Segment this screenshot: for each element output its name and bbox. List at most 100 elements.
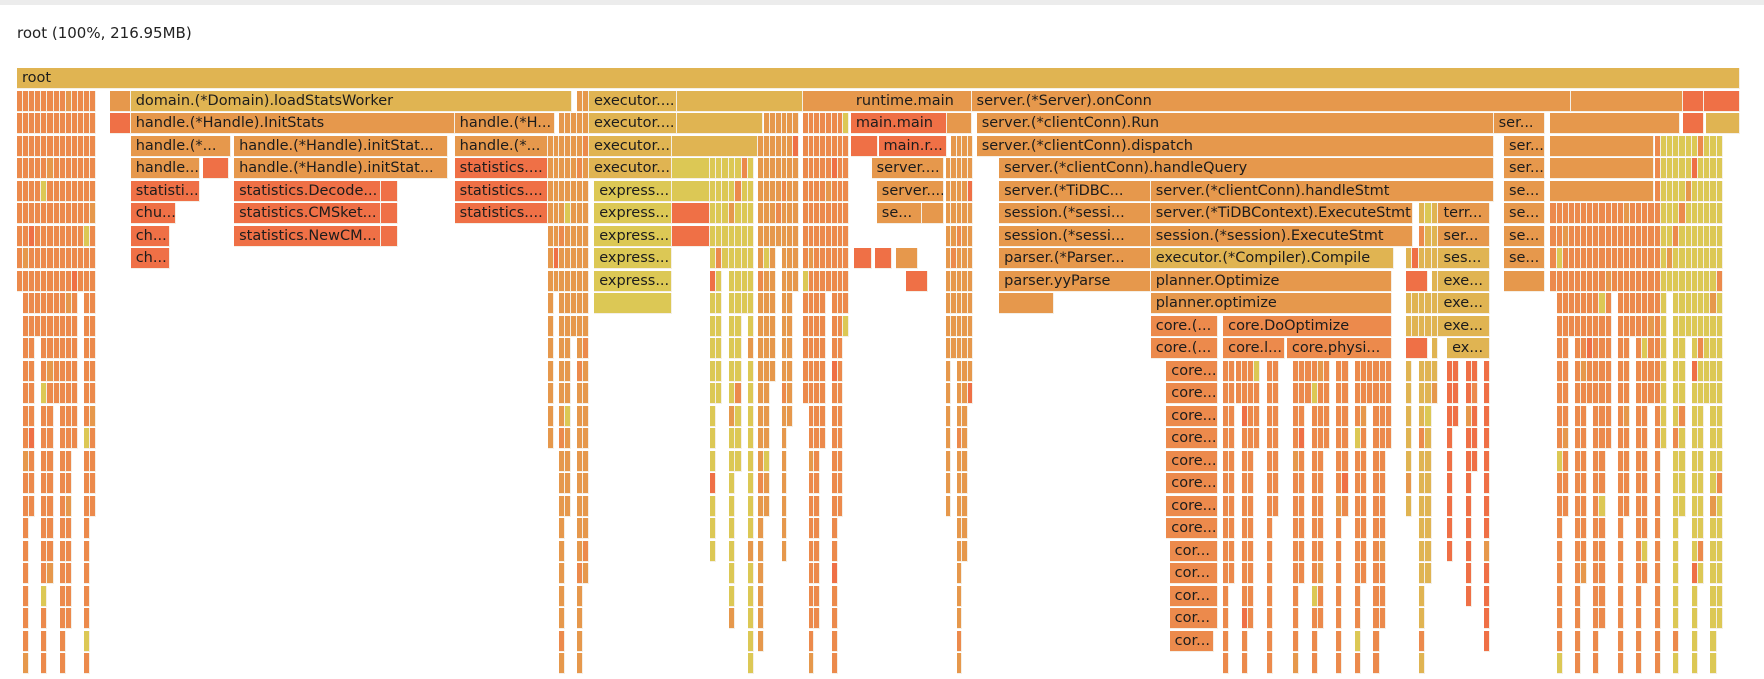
flame-frame-narrow[interactable]: [35, 270, 42, 292]
flame-frame-narrow[interactable]: [1605, 315, 1612, 337]
flame-frame-narrow[interactable]: [1581, 473, 1588, 494]
flame-frame-narrow[interactable]: [23, 540, 30, 562]
flame-frame-narrow[interactable]: [23, 113, 30, 134]
flame-frame[interactable]: session.(*sessi...: [999, 225, 1151, 247]
flame-frame-narrow[interactable]: [843, 293, 850, 314]
flame-frame-narrow[interactable]: [1223, 473, 1230, 494]
flame-frame-narrow[interactable]: [547, 270, 554, 292]
flame-frame-narrow[interactable]: [1361, 473, 1368, 494]
flame-frame-narrow[interactable]: [1617, 495, 1624, 517]
flame-frame[interactable]: se...: [1503, 203, 1546, 224]
flame-frame-narrow[interactable]: [1425, 563, 1432, 584]
flame-frame-narrow[interactable]: [65, 315, 72, 337]
flame-frame-narrow[interactable]: [1704, 338, 1711, 359]
flame-frame[interactable]: cor...: [1169, 540, 1218, 562]
flame-frame-narrow[interactable]: [1673, 563, 1680, 584]
flame-frame-narrow[interactable]: [41, 203, 48, 224]
flame-frame-narrow[interactable]: [1254, 405, 1261, 427]
flame-frame-narrow[interactable]: [775, 158, 782, 179]
flame-frame-narrow[interactable]: [728, 495, 736, 517]
flame-frame-narrow[interactable]: [1617, 653, 1624, 674]
flame-frame-narrow[interactable]: [728, 293, 736, 314]
flame-frame-narrow[interactable]: [29, 135, 36, 157]
flame-frame-narrow[interactable]: [1654, 203, 1661, 224]
flame-frame-narrow[interactable]: [1471, 428, 1478, 449]
flame-frame-narrow[interactable]: [71, 315, 78, 337]
flame-frame-narrow[interactable]: [71, 135, 78, 157]
flame-frame-narrow[interactable]: [1223, 428, 1230, 449]
flame-frame-narrow[interactable]: [1623, 315, 1631, 337]
flame-frame[interactable]: cor...: [1169, 585, 1218, 607]
flame-frame-narrow[interactable]: [1311, 608, 1318, 629]
flame-frame-narrow[interactable]: [1599, 518, 1606, 539]
flame-frame-narrow[interactable]: [1336, 428, 1343, 449]
flame-frame-narrow[interactable]: [1568, 293, 1575, 314]
flame-frame-narrow[interactable]: [814, 180, 821, 202]
flame-frame-narrow[interactable]: [814, 315, 821, 337]
flame-frame-narrow[interactable]: [837, 225, 844, 247]
flame-frame-narrow[interactable]: [814, 518, 821, 539]
flame-frame-narrow[interactable]: [1241, 428, 1248, 449]
flame-frame[interactable]: ch...: [130, 248, 171, 269]
flame-frame-narrow[interactable]: [1425, 315, 1432, 337]
flame-frame-narrow[interactable]: [814, 495, 821, 517]
flame-frame-narrow[interactable]: [1710, 270, 1717, 292]
flame-frame-narrow[interactable]: [1266, 518, 1273, 539]
flame-frame-narrow[interactable]: [962, 225, 968, 247]
flame-frame-narrow[interactable]: [1418, 540, 1426, 562]
flame-frame-narrow[interactable]: [837, 428, 844, 449]
flame-frame-narrow[interactable]: [583, 518, 590, 539]
flame-frame-narrow[interactable]: [716, 203, 723, 224]
flame-frame-narrow[interactable]: [945, 450, 952, 472]
flame-frame-narrow[interactable]: [967, 180, 974, 202]
flame-frame-narrow[interactable]: [1418, 405, 1426, 427]
flame-frame-narrow[interactable]: [1666, 135, 1674, 157]
flame-frame-narrow[interactable]: [1617, 518, 1624, 539]
flame-frame-narrow[interactable]: [843, 248, 850, 269]
flame-frame-narrow[interactable]: [65, 495, 72, 517]
flame-frame-narrow[interactable]: [1425, 293, 1432, 314]
flame-frame-narrow[interactable]: [1679, 450, 1686, 472]
flame-frame-narrow[interactable]: [951, 180, 957, 202]
flame-frame-narrow[interactable]: [17, 158, 24, 179]
flame-frame[interactable]: se...: [1503, 225, 1546, 247]
flame-frame-narrow[interactable]: [831, 653, 838, 674]
flame-frame-narrow[interactable]: [1685, 203, 1692, 224]
flame-frame-narrow[interactable]: [1405, 495, 1413, 517]
flame-frame-narrow[interactable]: [837, 495, 844, 517]
flame-frame-narrow[interactable]: [1562, 473, 1569, 494]
flame-frame-narrow[interactable]: [1247, 563, 1255, 584]
flame-frame-narrow[interactable]: [1361, 428, 1368, 449]
flame-frame-narrow[interactable]: [831, 315, 838, 337]
flame-frame-narrow[interactable]: [808, 383, 815, 404]
flame-frame-narrow[interactable]: [716, 293, 723, 314]
flame-frame-narrow[interactable]: [1336, 630, 1343, 652]
flame-frame-narrow[interactable]: [1673, 450, 1680, 472]
flame-frame-narrow[interactable]: [769, 158, 776, 179]
flame-frame-narrow[interactable]: [1691, 428, 1698, 449]
flame-frame-narrow[interactable]: [1710, 585, 1717, 607]
flame-frame[interactable]: executor....: [589, 90, 677, 112]
flame-frame-narrow[interactable]: [29, 428, 36, 449]
flame-frame-narrow[interactable]: [47, 450, 54, 472]
flame-frame-narrow[interactable]: [1385, 383, 1392, 404]
flame-frame-unlabeled[interactable]: [676, 90, 803, 112]
flame-frame[interactable]: executor...: [589, 135, 672, 157]
flame-frame-narrow[interactable]: [1716, 473, 1723, 494]
flame-frame-narrow[interactable]: [65, 585, 72, 607]
flame-frame-narrow[interactable]: [1317, 495, 1324, 517]
flame-frame-narrow[interactable]: [23, 203, 30, 224]
flame-frame-narrow[interactable]: [23, 135, 30, 157]
flame-frame-narrow[interactable]: [1617, 473, 1624, 494]
flame-frame-narrow[interactable]: [1630, 293, 1637, 314]
flame-frame-narrow[interactable]: [1617, 563, 1624, 584]
flame-frame-narrow[interactable]: [722, 225, 729, 247]
flame-frame-narrow[interactable]: [577, 270, 584, 292]
flame-frame-narrow[interactable]: [956, 180, 963, 202]
flame-frame-narrow[interactable]: [1425, 540, 1432, 562]
flame-frame-narrow[interactable]: [1716, 203, 1723, 224]
flame-frame-narrow[interactable]: [956, 563, 963, 584]
flame-frame-narrow[interactable]: [837, 293, 844, 314]
flame-frame-narrow[interactable]: [59, 248, 66, 269]
flame-frame-narrow[interactable]: [728, 473, 736, 494]
